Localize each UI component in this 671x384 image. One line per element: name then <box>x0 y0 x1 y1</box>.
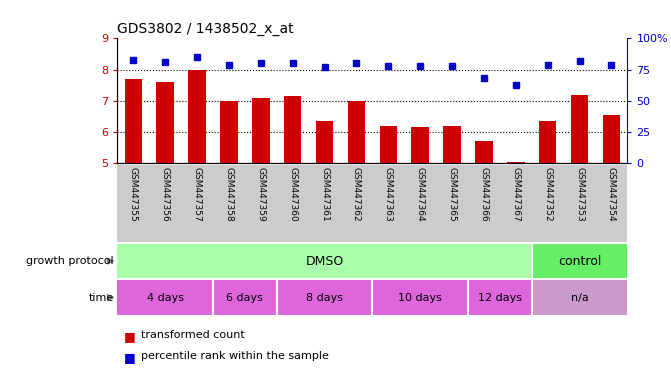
Bar <box>189 70 206 163</box>
Bar <box>380 126 397 163</box>
Text: GDS3802 / 1438502_x_at: GDS3802 / 1438502_x_at <box>117 22 294 36</box>
Text: n/a: n/a <box>571 293 588 303</box>
Text: GSM447355: GSM447355 <box>129 167 138 222</box>
Bar <box>475 141 493 163</box>
Bar <box>213 165 245 242</box>
Bar <box>411 127 429 163</box>
Bar <box>181 165 213 242</box>
Bar <box>213 280 276 315</box>
Bar <box>372 165 404 242</box>
Text: 10 days: 10 days <box>399 293 442 303</box>
Text: GSM447359: GSM447359 <box>256 167 265 222</box>
Text: GSM447357: GSM447357 <box>193 167 201 222</box>
Bar <box>468 280 531 315</box>
Bar <box>468 165 500 242</box>
Bar <box>372 280 468 315</box>
Bar <box>156 82 174 163</box>
Text: GSM447366: GSM447366 <box>480 167 488 222</box>
Bar <box>571 94 588 163</box>
Bar <box>220 101 238 163</box>
Bar <box>125 79 142 163</box>
Text: DMSO: DMSO <box>305 255 344 268</box>
Bar <box>245 165 276 242</box>
Text: transformed count: transformed count <box>141 330 245 340</box>
Bar <box>252 98 270 163</box>
Bar <box>276 280 372 315</box>
Text: GSM447363: GSM447363 <box>384 167 393 222</box>
Bar <box>539 121 556 163</box>
Bar <box>564 165 595 242</box>
Text: time: time <box>89 293 114 303</box>
Bar <box>149 165 181 242</box>
Bar <box>404 165 436 242</box>
Bar <box>309 165 340 242</box>
Text: 6 days: 6 days <box>227 293 263 303</box>
Text: GSM447356: GSM447356 <box>161 167 170 222</box>
Bar <box>596 165 627 242</box>
Text: GSM447364: GSM447364 <box>416 167 425 221</box>
Bar <box>276 165 309 242</box>
Text: GSM447361: GSM447361 <box>320 167 329 222</box>
Bar <box>531 165 564 242</box>
Bar <box>284 96 301 163</box>
Bar <box>117 244 531 278</box>
Text: 8 days: 8 days <box>306 293 343 303</box>
Text: GSM447365: GSM447365 <box>448 167 456 222</box>
Text: 4 days: 4 days <box>147 293 184 303</box>
Bar <box>316 121 333 163</box>
Text: control: control <box>558 255 601 268</box>
Bar <box>531 244 627 278</box>
Text: growth protocol: growth protocol <box>26 256 114 266</box>
Bar <box>117 165 149 242</box>
Text: GSM447362: GSM447362 <box>352 167 361 221</box>
Bar <box>603 115 620 163</box>
Text: 12 days: 12 days <box>478 293 522 303</box>
Text: ■: ■ <box>124 330 140 343</box>
Bar <box>507 162 525 163</box>
Text: GSM447354: GSM447354 <box>607 167 616 221</box>
Text: GSM447360: GSM447360 <box>289 167 297 222</box>
Bar <box>500 165 531 242</box>
Text: GSM447358: GSM447358 <box>225 167 234 222</box>
Bar <box>444 126 461 163</box>
Text: GSM447367: GSM447367 <box>511 167 520 222</box>
Bar <box>436 165 468 242</box>
Text: GSM447353: GSM447353 <box>575 167 584 222</box>
Text: ■: ■ <box>124 351 140 364</box>
Text: percentile rank within the sample: percentile rank within the sample <box>141 351 329 361</box>
Bar <box>348 101 365 163</box>
Bar <box>531 280 627 315</box>
Text: GSM447352: GSM447352 <box>544 167 552 221</box>
Bar <box>117 280 213 315</box>
Bar <box>340 165 372 242</box>
